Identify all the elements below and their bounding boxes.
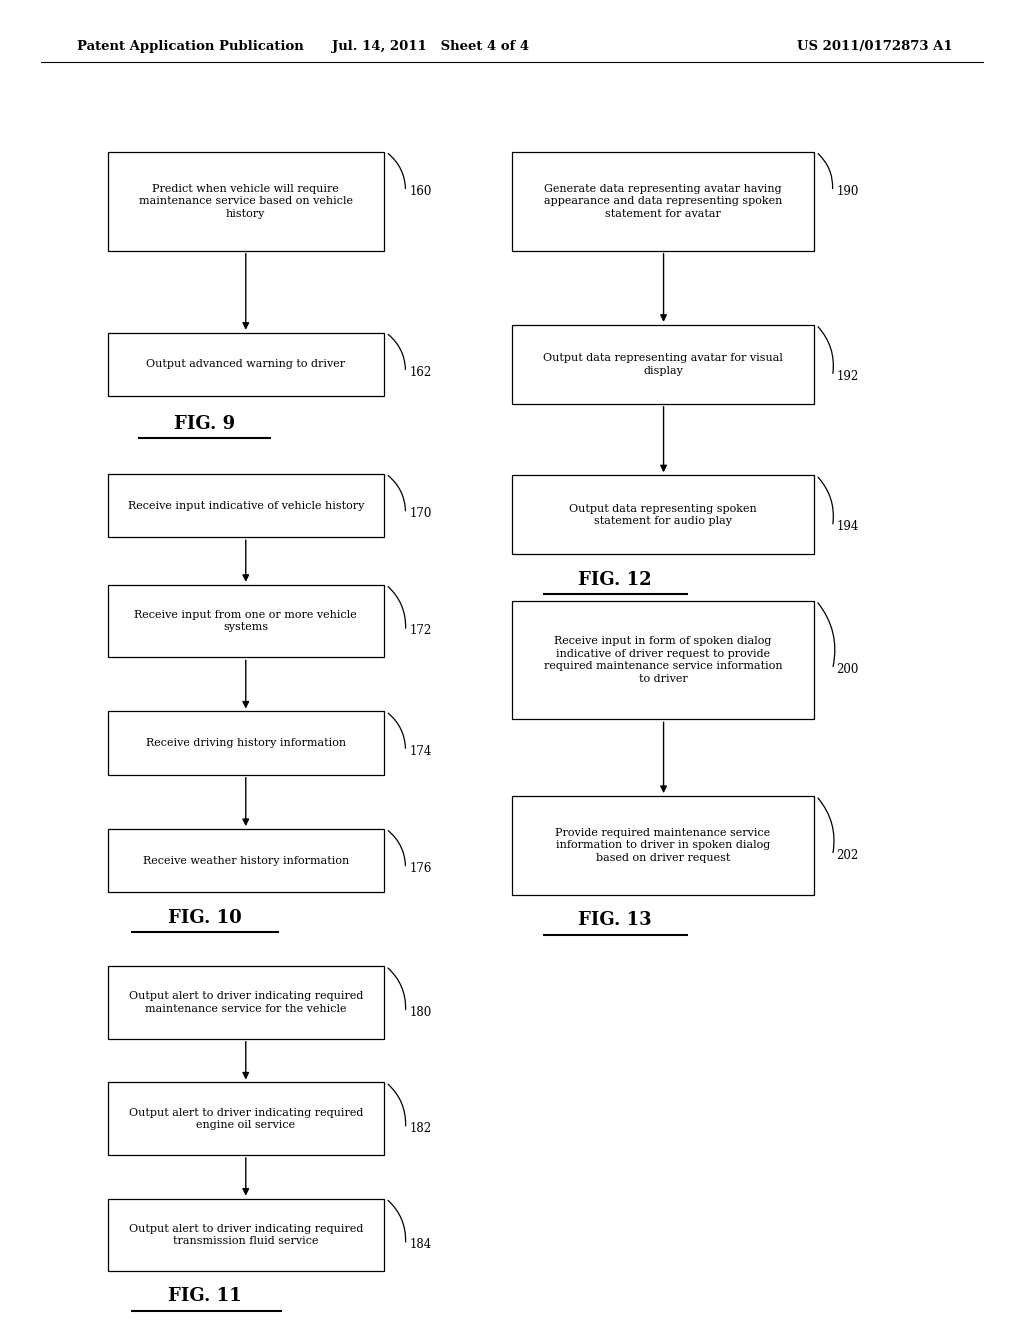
Text: Receive weather history information: Receive weather history information	[142, 855, 349, 866]
Bar	[108, 474, 384, 537]
Text: FIG. 13: FIG. 13	[578, 911, 651, 929]
Text: 176: 176	[410, 862, 432, 875]
Text: 182: 182	[410, 1122, 432, 1135]
Text: Receive driving history information: Receive driving history information	[145, 738, 346, 748]
Bar	[108, 1199, 384, 1271]
Text: Provide required maintenance service
information to driver in spoken dialog
base: Provide required maintenance service inf…	[555, 828, 771, 863]
Text: Output alert to driver indicating required
engine oil service: Output alert to driver indicating requir…	[129, 1107, 362, 1130]
Text: 180: 180	[410, 1006, 432, 1019]
Text: FIG. 10: FIG. 10	[168, 908, 242, 927]
Text: Output advanced warning to driver: Output advanced warning to driver	[146, 359, 345, 370]
Text: 172: 172	[410, 624, 432, 638]
Text: Jul. 14, 2011   Sheet 4 of 4: Jul. 14, 2011 Sheet 4 of 4	[332, 40, 528, 53]
Bar	[108, 1082, 384, 1155]
Bar	[512, 152, 814, 251]
Text: 200: 200	[837, 663, 859, 676]
Text: 174: 174	[410, 744, 432, 758]
Text: 162: 162	[410, 366, 432, 379]
Text: 184: 184	[410, 1238, 432, 1251]
Text: Receive input from one or more vehicle
systems: Receive input from one or more vehicle s…	[134, 610, 357, 632]
Text: Receive input in form of spoken dialog
indicative of driver request to provide
r: Receive input in form of spoken dialog i…	[544, 636, 782, 684]
Text: Output data representing avatar for visual
display: Output data representing avatar for visu…	[543, 354, 783, 375]
Text: Receive input indicative of vehicle history: Receive input indicative of vehicle hist…	[128, 500, 364, 511]
Text: Output data representing spoken
statement for audio play: Output data representing spoken statemen…	[569, 504, 757, 525]
Text: 170: 170	[410, 507, 432, 520]
Text: 202: 202	[837, 849, 859, 862]
Text: Output alert to driver indicating required
maintenance service for the vehicle: Output alert to driver indicating requir…	[129, 991, 362, 1014]
Bar	[108, 829, 384, 892]
Bar	[108, 152, 384, 251]
Bar	[512, 796, 814, 895]
Text: Generate data representing avatar having
appearance and data representing spoken: Generate data representing avatar having…	[544, 183, 782, 219]
Bar	[108, 966, 384, 1039]
Text: US 2011/0172873 A1: US 2011/0172873 A1	[797, 40, 952, 53]
Bar	[512, 475, 814, 554]
Bar	[512, 601, 814, 719]
Text: Predict when vehicle will require
maintenance service based on vehicle
history: Predict when vehicle will require mainte…	[139, 183, 352, 219]
Bar	[108, 711, 384, 775]
Text: Patent Application Publication: Patent Application Publication	[77, 40, 303, 53]
Text: Output alert to driver indicating required
transmission fluid service: Output alert to driver indicating requir…	[129, 1224, 362, 1246]
Bar	[512, 325, 814, 404]
Bar	[108, 333, 384, 396]
Bar	[108, 585, 384, 657]
Text: FIG. 12: FIG. 12	[578, 570, 651, 589]
Text: 190: 190	[837, 185, 859, 198]
Text: 194: 194	[837, 520, 859, 533]
Text: 160: 160	[410, 185, 432, 198]
Text: 192: 192	[837, 370, 859, 383]
Text: FIG. 11: FIG. 11	[168, 1287, 242, 1305]
Text: FIG. 9: FIG. 9	[174, 414, 236, 433]
